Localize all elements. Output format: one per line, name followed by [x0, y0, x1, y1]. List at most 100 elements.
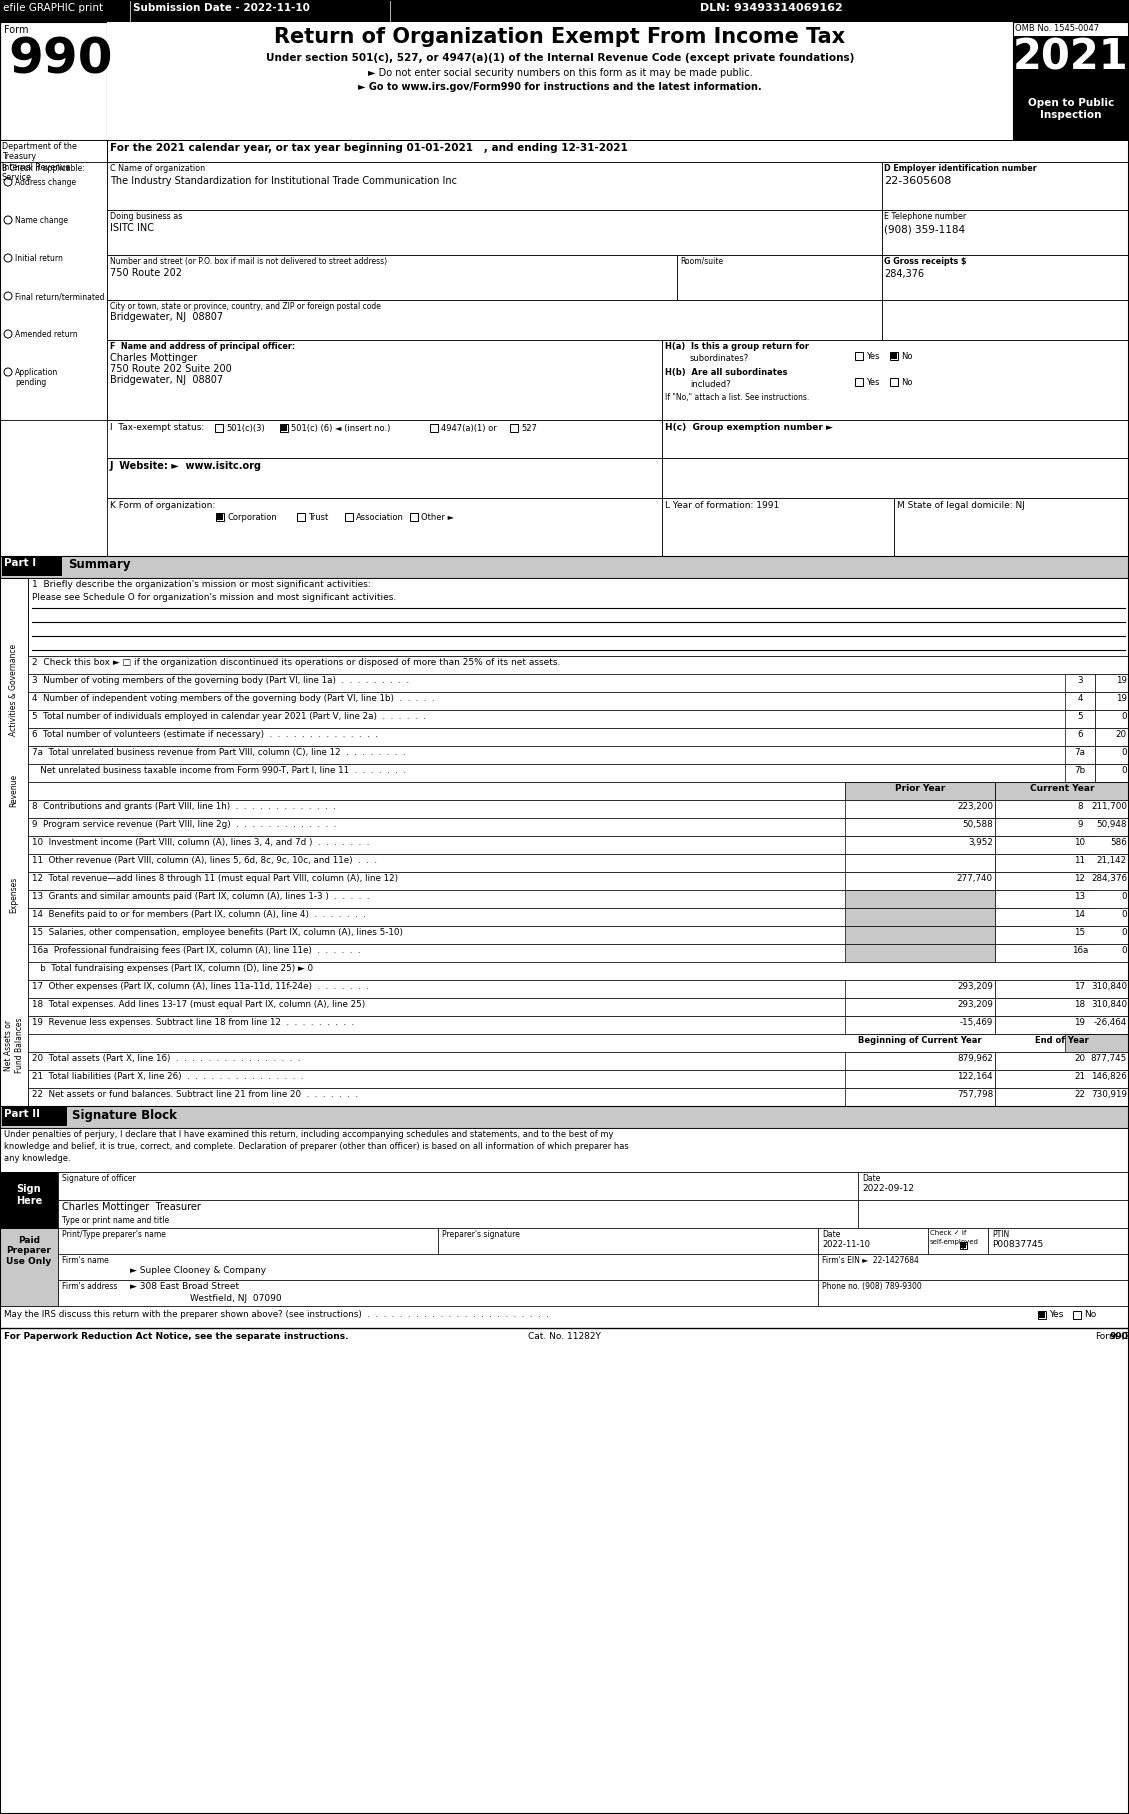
- Bar: [1065, 891, 1095, 909]
- Bar: [891, 354, 898, 359]
- Text: 527: 527: [520, 424, 537, 434]
- Text: Bridgewater, NJ  08807: Bridgewater, NJ 08807: [110, 375, 224, 385]
- Text: Summary: Summary: [68, 559, 131, 571]
- Bar: [1095, 691, 1129, 709]
- Bar: [1065, 1070, 1095, 1088]
- Text: H(b)  Are all subordinates: H(b) Are all subordinates: [665, 368, 788, 377]
- Bar: [844, 782, 995, 800]
- Bar: [894, 499, 1129, 557]
- Bar: [995, 925, 1129, 943]
- Text: Name change: Name change: [15, 216, 68, 225]
- Text: ► 308 East Broad Street: ► 308 East Broad Street: [130, 1282, 239, 1292]
- Bar: [0, 1107, 1129, 1128]
- Bar: [1065, 1016, 1095, 1034]
- Bar: [28, 1034, 1065, 1052]
- Bar: [510, 424, 518, 432]
- Text: 310,840: 310,840: [1091, 1000, 1127, 1009]
- Bar: [430, 424, 438, 432]
- Bar: [2, 1107, 67, 1126]
- Bar: [995, 873, 1129, 891]
- Bar: [844, 836, 995, 854]
- Bar: [0, 1328, 1129, 1350]
- Text: No: No: [901, 352, 912, 361]
- Text: Date: Date: [863, 1174, 881, 1183]
- Bar: [28, 1052, 1065, 1070]
- Text: 19  Revenue less expenses. Subtract line 18 from line 12  .  .  .  .  .  .  .  .: 19 Revenue less expenses. Subtract line …: [32, 1018, 355, 1027]
- Bar: [281, 424, 287, 432]
- Bar: [58, 1172, 858, 1201]
- Bar: [107, 339, 662, 421]
- Text: Corporation: Corporation: [227, 513, 277, 522]
- Bar: [1013, 22, 1129, 140]
- Text: 13  Grants and similar amounts paid (Part IX, column (A), lines 1-3 )  .  .  .  : 13 Grants and similar amounts paid (Part…: [32, 892, 369, 902]
- Text: Under penalties of perjury, I declare that I have examined this return, includin: Under penalties of perjury, I declare th…: [5, 1130, 613, 1139]
- Text: H(a)  Is this a group return for: H(a) Is this a group return for: [665, 343, 809, 350]
- Bar: [1065, 764, 1095, 782]
- Bar: [107, 421, 662, 457]
- Text: Signature of officer: Signature of officer: [62, 1174, 135, 1183]
- Bar: [28, 836, 1065, 854]
- Bar: [1065, 675, 1095, 691]
- Text: 12  Total revenue—add lines 8 through 11 (must equal Part VIII, column (A), line: 12 Total revenue—add lines 8 through 11 …: [32, 874, 399, 883]
- Text: 2021: 2021: [1013, 36, 1129, 80]
- Text: G Gross receipts $: G Gross receipts $: [884, 258, 966, 267]
- Text: 3  Number of voting members of the governing body (Part VI, line 1a)  .  .  .  .: 3 Number of voting members of the govern…: [32, 677, 409, 686]
- Text: ► Go to www.irs.gov/Form990 for instructions and the latest information.: ► Go to www.irs.gov/Form990 for instruct…: [358, 82, 762, 93]
- Text: 0: 0: [1121, 945, 1127, 954]
- Bar: [995, 854, 1129, 873]
- Text: included?: included?: [690, 379, 730, 388]
- Bar: [819, 1253, 1129, 1281]
- Bar: [107, 499, 662, 557]
- Bar: [677, 256, 882, 299]
- Bar: [28, 579, 1129, 657]
- Text: DLN: 93493314069162: DLN: 93493314069162: [700, 4, 842, 13]
- Text: 7b: 7b: [1075, 766, 1086, 775]
- Text: May the IRS discuss this return with the preparer shown above? (see instructions: May the IRS discuss this return with the…: [5, 1310, 549, 1319]
- Bar: [995, 943, 1129, 961]
- Text: efile GRAPHIC print: efile GRAPHIC print: [3, 4, 103, 13]
- Text: ✓: ✓: [281, 424, 289, 434]
- Bar: [890, 377, 898, 386]
- Text: Firm's address: Firm's address: [62, 1282, 117, 1292]
- Bar: [995, 980, 1129, 998]
- Text: 730,919: 730,919: [1091, 1090, 1127, 1099]
- Text: (908) 359-1184: (908) 359-1184: [884, 223, 965, 234]
- Text: 0: 0: [1121, 892, 1127, 902]
- Text: 13: 13: [1075, 892, 1086, 902]
- Text: Return of Organization Exempt From Income Tax: Return of Organization Exempt From Incom…: [274, 27, 846, 47]
- Text: Westfield, NJ  07090: Westfield, NJ 07090: [190, 1293, 281, 1302]
- Text: 2022-09-12: 2022-09-12: [863, 1185, 914, 1194]
- Text: 14: 14: [1075, 911, 1085, 920]
- Bar: [1073, 1312, 1080, 1319]
- Text: End of Year: End of Year: [1035, 1036, 1088, 1045]
- Bar: [1065, 709, 1095, 727]
- Text: Yes: Yes: [866, 377, 879, 386]
- Bar: [662, 499, 894, 557]
- Text: Form: Form: [5, 25, 28, 34]
- Bar: [844, 818, 995, 836]
- Text: 501(c)(3): 501(c)(3): [226, 424, 264, 434]
- Bar: [1095, 727, 1129, 746]
- Bar: [844, 909, 995, 925]
- Text: 50,588: 50,588: [962, 820, 994, 829]
- Bar: [28, 675, 1129, 691]
- Text: Date: Date: [822, 1230, 840, 1239]
- Bar: [28, 1070, 1065, 1088]
- Bar: [2, 557, 62, 577]
- Text: 14  Benefits paid to or for members (Part IX, column (A), line 4)  .  .  .  .  .: 14 Benefits paid to or for members (Part…: [32, 911, 366, 920]
- Bar: [28, 980, 1065, 998]
- Bar: [0, 1228, 58, 1306]
- Bar: [0, 1172, 58, 1228]
- Bar: [844, 1088, 995, 1107]
- Text: 4947(a)(1) or: 4947(a)(1) or: [441, 424, 497, 434]
- Bar: [995, 1016, 1129, 1034]
- Text: 22  Net assets or fund balances. Subtract line 21 from line 20  .  .  .  .  .  .: 22 Net assets or fund balances. Subtract…: [32, 1090, 358, 1099]
- Text: Firm's EIN ►  22-1427684: Firm's EIN ► 22-1427684: [822, 1255, 919, 1264]
- Text: Net Assets or
Fund Balances: Net Assets or Fund Balances: [5, 1018, 24, 1072]
- Bar: [1065, 800, 1095, 818]
- Text: 22: 22: [1075, 1090, 1085, 1099]
- Text: Submission Date - 2022-11-10: Submission Date - 2022-11-10: [133, 4, 309, 13]
- Bar: [28, 727, 1129, 746]
- Text: 50,948: 50,948: [1096, 820, 1127, 829]
- Bar: [844, 943, 995, 961]
